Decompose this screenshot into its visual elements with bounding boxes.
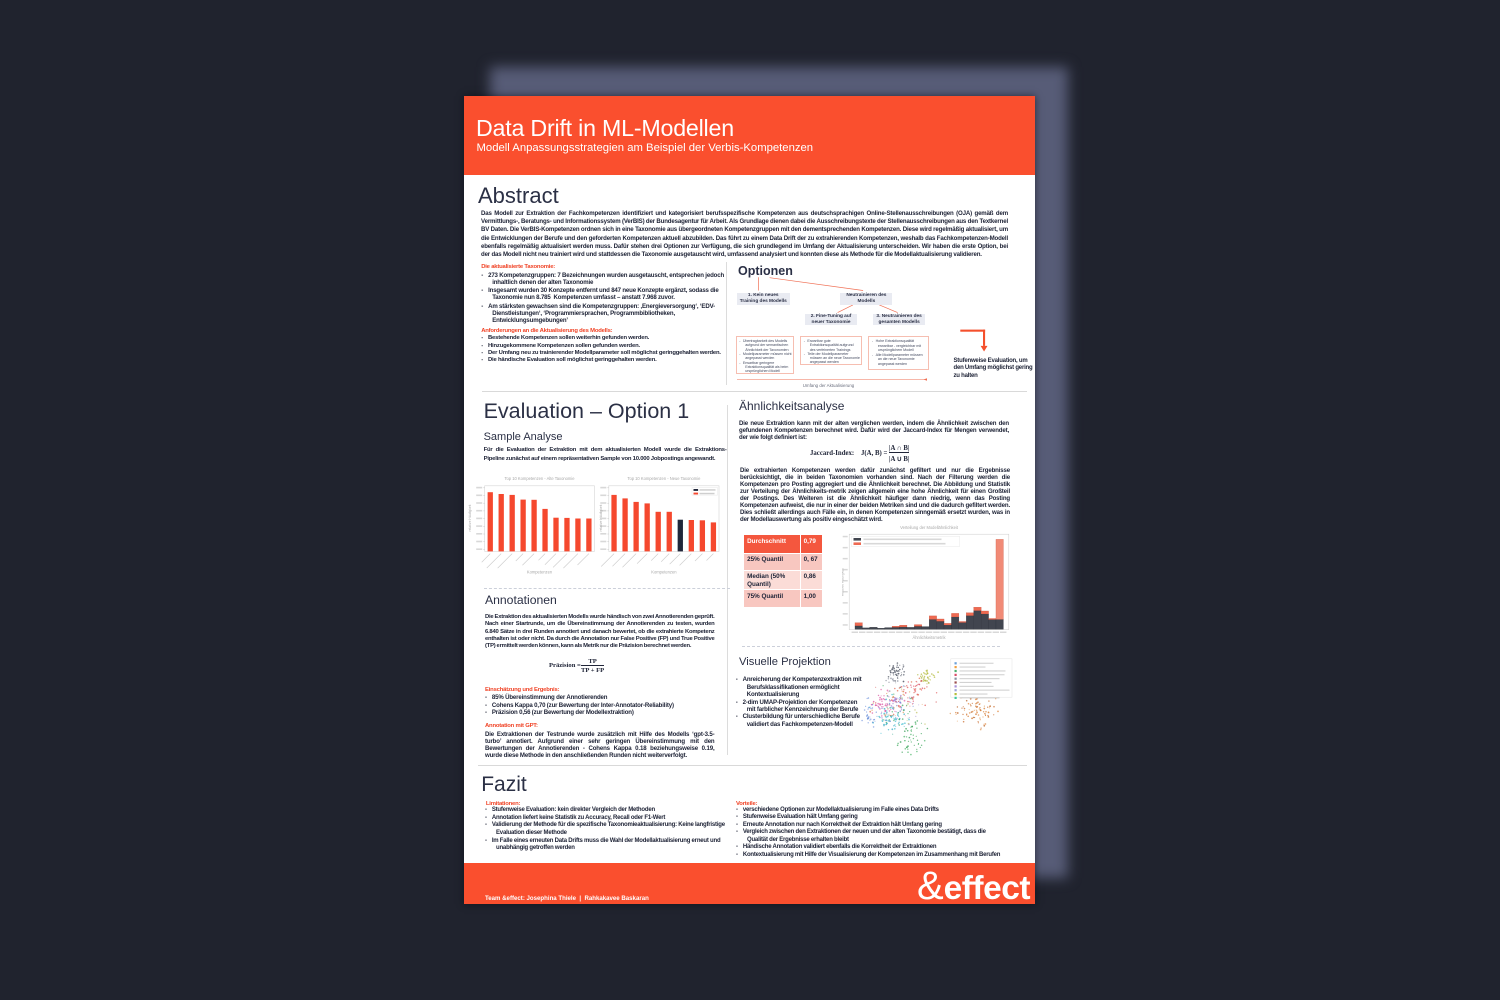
svg-text:Relative Häufigkeit: Relative Häufigkeit — [842, 568, 845, 596]
svg-text:relative Häufigkeit: relative Häufigkeit — [599, 504, 603, 531]
svg-text:Kompetenzen: Kompetenzen — [527, 570, 553, 575]
svg-text:Top 10 Kompetenzen - Neue Taxo: Top 10 Kompetenzen - Neue Taxonomie — [627, 476, 701, 481]
svg-text:Kompetenzen: Kompetenzen — [651, 570, 677, 575]
svg-text:Verteilung der Modellähnlichke: Verteilung der Modellähnlichkeit — [900, 525, 959, 530]
svg-text:relative Häufigkeit: relative Häufigkeit — [468, 504, 472, 531]
svg-text:Top 10 Kompetenzen - Alte Taxo: Top 10 Kompetenzen - Alte Taxonomie — [504, 476, 575, 481]
svg-text:Ähnlichkeitsmetrik: Ähnlichkeitsmetrik — [913, 635, 947, 640]
